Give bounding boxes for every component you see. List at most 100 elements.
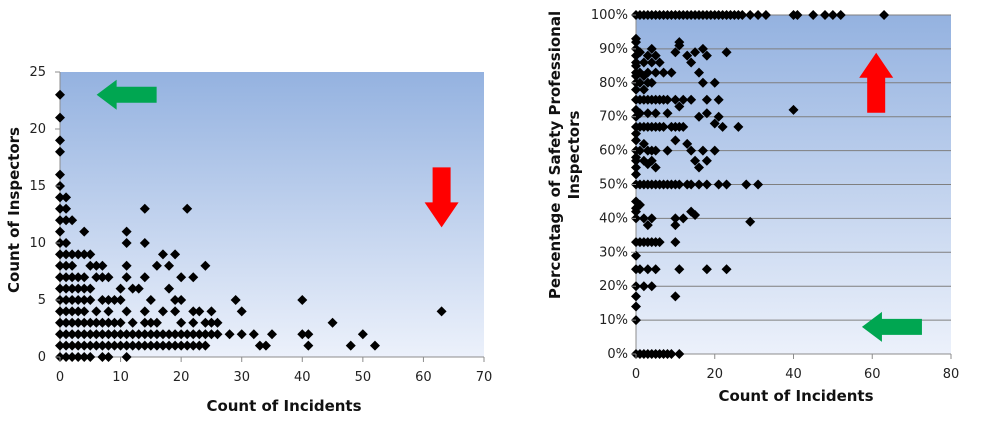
data-point: [97, 340, 108, 351]
data-point: [650, 67, 661, 78]
data-point: [67, 272, 78, 283]
data-point: [79, 283, 90, 294]
data-point: [157, 340, 168, 351]
data-point: [103, 340, 114, 351]
data-point: [151, 260, 162, 271]
x-tick-label: 0: [632, 367, 640, 382]
data-point: [662, 108, 673, 119]
data-point: [55, 135, 65, 146]
data-point: [176, 295, 187, 305]
data-point: [638, 281, 649, 292]
data-point: [662, 94, 673, 105]
y-tick-label: 20: [29, 122, 46, 137]
data-point: [721, 47, 732, 58]
x-tick-label: 40: [294, 370, 311, 385]
data-point: [646, 77, 657, 88]
data-point: [145, 329, 156, 340]
data-point: [670, 237, 681, 248]
data-point: [151, 317, 162, 328]
data-point: [670, 291, 681, 302]
data-point: [670, 47, 681, 58]
data-point: [97, 329, 108, 340]
data-point: [666, 349, 677, 359]
y-axis-title-right: Percentage of Safety Professional Inspec…: [546, 11, 583, 299]
data-point: [61, 329, 72, 340]
y-tick-label: 30%: [599, 245, 628, 260]
data-point: [694, 162, 704, 173]
data-point: [55, 89, 65, 100]
data-point: [79, 306, 90, 317]
data-point: [176, 272, 187, 283]
data-point: [678, 94, 689, 105]
data-point: [103, 329, 114, 340]
data-point: [674, 179, 685, 190]
data-point: [674, 349, 685, 359]
red-arrow-icon: [424, 167, 459, 228]
data-point: [67, 215, 78, 226]
data-point: [678, 213, 689, 224]
data-point: [139, 238, 150, 248]
data-point: [260, 340, 271, 351]
data-point: [686, 57, 697, 68]
data-point: [182, 329, 193, 340]
data-point: [638, 138, 649, 149]
data-point: [194, 340, 205, 351]
data-point: [631, 291, 641, 302]
data-point: [55, 249, 65, 260]
data-point: [139, 340, 150, 351]
data-point: [61, 238, 72, 248]
data-point: [182, 203, 193, 214]
data-point: [662, 145, 673, 156]
data-point: [357, 329, 368, 340]
data-point: [248, 329, 259, 340]
data-point: [85, 295, 96, 305]
y-tick-label: 100%: [591, 8, 628, 23]
data-point: [808, 10, 819, 20]
data-point: [145, 295, 156, 305]
data-point: [139, 306, 150, 317]
data-point: [701, 264, 712, 275]
data-point: [760, 10, 771, 20]
data-point: [109, 317, 120, 328]
data-point: [91, 340, 102, 351]
data-point: [67, 295, 78, 305]
data-point: [61, 340, 72, 351]
data-point: [170, 249, 181, 260]
data-point: [631, 155, 641, 166]
data-point: [121, 272, 132, 283]
data-point: [267, 329, 277, 340]
x-ticks-right: 0 20 40 60 80: [632, 354, 959, 382]
data-point: [170, 306, 181, 317]
data-point: [631, 250, 641, 261]
data-point: [157, 329, 168, 340]
data-point: [733, 121, 744, 132]
data-point: [670, 213, 681, 224]
x-tick-label: 80: [943, 367, 960, 382]
data-point: [121, 340, 132, 351]
data-point: [127, 317, 138, 328]
plot-area-left: [60, 72, 484, 357]
data-point: [745, 10, 756, 20]
data-point: [103, 317, 114, 328]
data-point: [194, 329, 205, 340]
data-point: [67, 317, 78, 328]
y-tick-label: 90%: [599, 42, 628, 57]
data-point: [176, 317, 187, 328]
data-point: [91, 317, 102, 328]
data-point: [709, 145, 720, 156]
data-point: [690, 210, 701, 221]
data-point: [650, 145, 661, 156]
data-point: [121, 306, 132, 317]
y-ticks-left: 0 5 10 15 20 25: [29, 65, 60, 365]
data-point: [345, 340, 356, 351]
data-point: [690, 47, 701, 58]
data-point: [634, 199, 645, 210]
data-point: [73, 283, 84, 294]
data-point: [145, 317, 156, 328]
data-point: [713, 111, 724, 122]
data-point: [55, 317, 65, 328]
data-point: [85, 352, 96, 362]
data-point: [115, 317, 126, 328]
green-arrow-icon: [96, 79, 157, 110]
data-point: [642, 67, 653, 78]
